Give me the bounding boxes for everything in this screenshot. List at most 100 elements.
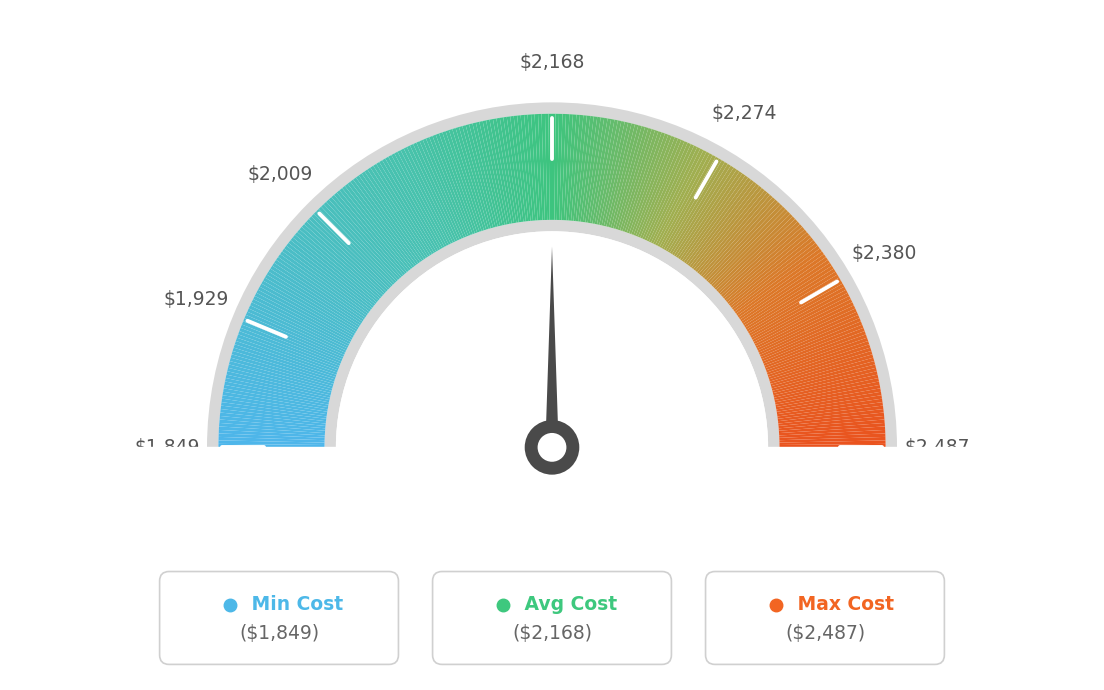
Wedge shape [613,126,645,229]
Wedge shape [704,199,778,280]
Wedge shape [766,335,867,373]
Wedge shape [691,184,760,269]
Text: $1,849: $1,849 [135,438,200,457]
Wedge shape [220,420,326,431]
Wedge shape [714,214,793,290]
Wedge shape [592,119,615,224]
Wedge shape [767,337,868,375]
Wedge shape [699,193,769,275]
Wedge shape [676,168,736,258]
Wedge shape [223,388,328,409]
Wedge shape [382,159,438,252]
Wedge shape [224,385,329,407]
Wedge shape [779,437,885,442]
Wedge shape [524,115,535,221]
Wedge shape [778,416,884,428]
Wedge shape [595,119,618,224]
Wedge shape [573,115,587,221]
Wedge shape [473,123,500,226]
Wedge shape [664,157,719,250]
Wedge shape [353,177,418,265]
Wedge shape [678,170,740,259]
Wedge shape [221,406,327,421]
Wedge shape [244,315,343,359]
Polygon shape [544,246,560,462]
Wedge shape [611,125,641,228]
Wedge shape [439,132,477,233]
Wedge shape [629,133,668,234]
Wedge shape [778,409,884,424]
Wedge shape [777,402,883,419]
Wedge shape [620,129,655,231]
Wedge shape [469,124,498,227]
Text: ($2,487): ($2,487) [785,624,866,643]
Wedge shape [774,375,879,400]
Wedge shape [745,272,837,330]
Wedge shape [753,290,848,342]
Wedge shape [729,237,814,306]
Wedge shape [680,171,742,261]
Wedge shape [761,315,860,359]
Wedge shape [528,115,538,221]
Wedge shape [779,444,885,447]
Wedge shape [538,114,545,220]
Wedge shape [670,162,728,254]
Wedge shape [466,124,496,228]
Wedge shape [549,114,552,220]
Wedge shape [668,160,725,253]
Wedge shape [615,127,648,230]
Wedge shape [246,312,344,357]
Wedge shape [220,409,326,424]
Wedge shape [420,140,464,239]
Wedge shape [742,263,831,324]
Wedge shape [278,254,367,317]
Wedge shape [243,318,342,362]
Wedge shape [736,251,824,315]
Wedge shape [657,152,710,247]
Wedge shape [779,426,885,435]
Wedge shape [373,164,432,255]
Wedge shape [638,139,681,237]
Wedge shape [274,260,364,322]
Wedge shape [293,235,376,304]
Wedge shape [259,284,353,338]
Wedge shape [219,433,325,440]
Wedge shape [288,240,374,308]
Wedge shape [585,117,604,223]
Text: ($2,168): ($2,168) [512,624,592,643]
Wedge shape [229,364,331,393]
Wedge shape [301,224,383,297]
Wedge shape [222,395,327,414]
Wedge shape [743,266,834,326]
Wedge shape [649,146,698,243]
Circle shape [538,433,566,462]
FancyBboxPatch shape [705,571,944,664]
Wedge shape [397,150,448,246]
Wedge shape [771,354,873,386]
Wedge shape [240,328,340,368]
Wedge shape [229,361,332,391]
Wedge shape [290,237,375,306]
Wedge shape [297,229,380,301]
Wedge shape [779,440,885,445]
Wedge shape [739,257,828,319]
Wedge shape [728,235,811,304]
Wedge shape [590,119,612,224]
Text: $2,274: $2,274 [711,104,776,124]
Wedge shape [219,423,326,433]
Wedge shape [280,251,368,315]
Wedge shape [247,308,346,355]
Wedge shape [265,275,358,332]
Wedge shape [255,293,350,344]
Text: $2,487: $2,487 [904,438,969,457]
Wedge shape [625,131,661,233]
Wedge shape [489,119,512,224]
Wedge shape [323,201,399,282]
Text: $2,380: $2,380 [852,244,917,264]
Wedge shape [618,128,651,230]
Wedge shape [757,305,856,353]
Wedge shape [779,430,885,438]
Wedge shape [571,115,583,221]
Wedge shape [701,195,773,277]
Wedge shape [350,179,416,266]
